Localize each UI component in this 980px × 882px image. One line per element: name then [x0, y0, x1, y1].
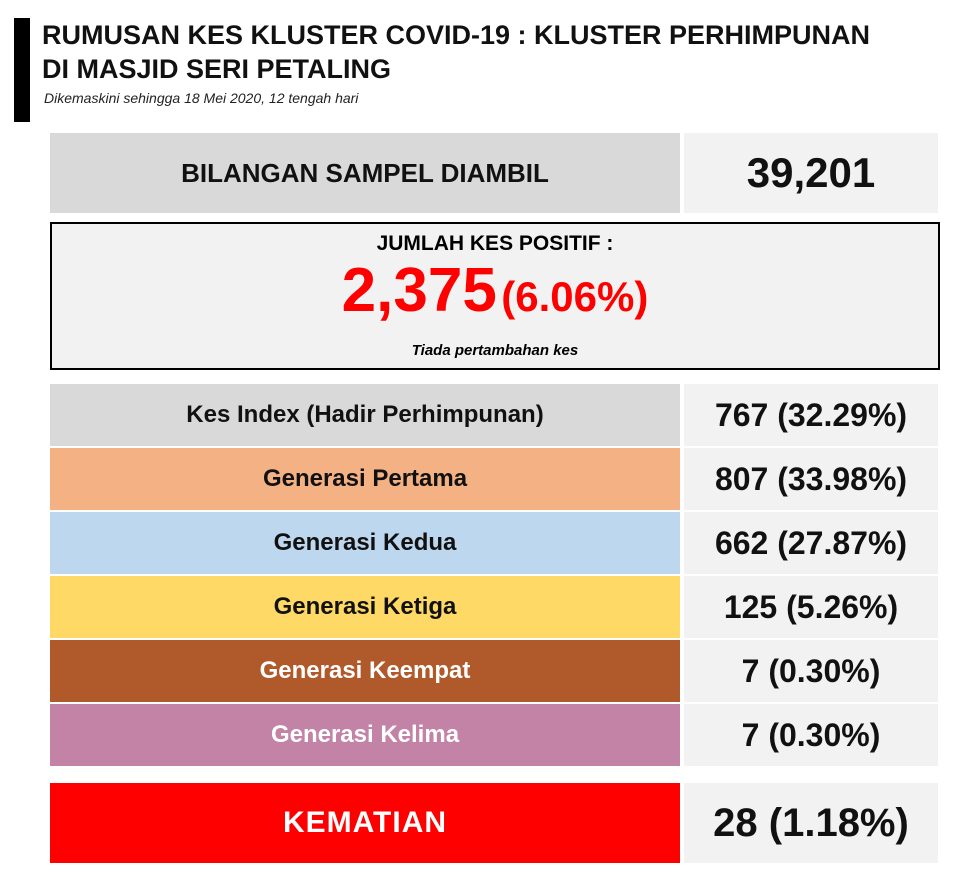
title: RUMUSAN KES KLUSTER COVID-19 : KLUSTER P… — [42, 18, 870, 86]
row-value: 7 (0.30%) — [684, 640, 938, 702]
accent-bar — [14, 18, 30, 122]
title-line: RUMUSAN KES KLUSTER COVID-19 : KLUSTER P… — [42, 20, 871, 50]
samples-value: 39,201 — [684, 133, 938, 213]
positive-label: JUMLAH KES POSITIF : — [376, 232, 614, 255]
row-value: 125 (5.26%) — [684, 576, 938, 638]
row-label: Generasi Kelima — [50, 704, 680, 766]
positive-note: Tiada pertambahan kes — [411, 342, 579, 359]
positive-value: 2,375 — [341, 256, 497, 325]
positive-figure: 2,375 (6.06%) — [52, 256, 938, 342]
row-value: 807 (33.98%) — [684, 448, 938, 510]
samples-label: BILANGAN SAMPEL DIAMBIL — [50, 133, 680, 213]
row-label: Generasi Kedua — [50, 512, 680, 574]
positive-box: JUMLAH KES POSITIF : 2,375 (6.06%) Tiada… — [50, 222, 940, 370]
row-label: Generasi Ketiga — [50, 576, 680, 638]
subtitle: Dikemaskini sehingga 18 Mei 2020, 12 ten… — [44, 90, 359, 106]
row-label: Kes Index (Hadir Perhimpunan) — [50, 384, 680, 446]
deaths-value: 28 (1.18%) — [684, 783, 938, 863]
row-label: Generasi Pertama — [50, 448, 680, 510]
positive-percent: (6.06%) — [501, 273, 649, 320]
deaths-label: KEMATIAN — [50, 783, 680, 863]
title-line: DI MASJID SERI PETALING — [42, 54, 392, 84]
row-label: Generasi Keempat — [50, 640, 680, 702]
row-value: 662 (27.87%) — [684, 512, 938, 574]
row-value: 7 (0.30%) — [684, 704, 938, 766]
row-value: 767 (32.29%) — [684, 384, 938, 446]
